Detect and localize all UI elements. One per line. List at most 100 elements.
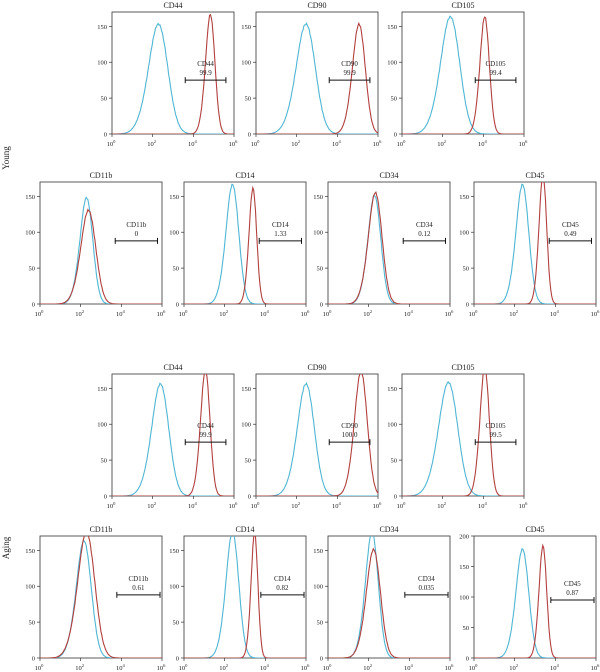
y-tick-label: 150 [459, 194, 469, 201]
x-tick-label: 106 [301, 309, 311, 318]
plot-frame [327, 535, 451, 659]
histogram-stained [474, 182, 596, 304]
y-tick-label: 100 [97, 60, 107, 67]
y-tick-label: 50 [101, 96, 108, 103]
x-tick-label: 104 [188, 139, 198, 148]
x-tick-label: 100 [179, 663, 189, 672]
plot-frame [183, 535, 307, 659]
histogram-control [112, 22, 234, 134]
y-tick-label: 0 [394, 494, 397, 501]
y-tick-label: 50 [101, 458, 108, 465]
x-tick-label: 104 [404, 309, 414, 318]
x-tick-label: 102 [509, 663, 518, 672]
x-tick-label: 102 [75, 309, 84, 318]
x-tick-label: 102 [291, 139, 300, 148]
x-tick-label: 106 [301, 663, 311, 672]
y-tick-label: 50 [173, 620, 180, 627]
gate-label: CD34 [418, 575, 435, 583]
gate-value: 0.49 [564, 230, 577, 238]
y-tick-label: 50 [463, 266, 470, 273]
x-tick-label: 100 [35, 663, 45, 672]
histogram-stained [256, 374, 378, 496]
gate-label: CD90 [341, 60, 358, 68]
panel-title: CD105 [451, 363, 474, 372]
plot-frame [183, 181, 307, 305]
x-tick-label: 106 [229, 501, 239, 510]
y-tick-label: 50 [463, 625, 470, 632]
y-tick-label: 100 [313, 230, 323, 237]
histogram-stained [328, 191, 450, 304]
x-tick-label: 104 [404, 663, 414, 672]
gate-label: CD44 [197, 60, 214, 68]
x-tick-label: 102 [291, 501, 300, 510]
plot-frame [327, 181, 451, 305]
y-tick-label: 0 [32, 302, 35, 309]
histogram-control [402, 380, 524, 496]
x-tick-label: 106 [157, 663, 167, 672]
gate-label: CD11b [128, 575, 148, 583]
x-tick-label: 104 [188, 501, 198, 510]
x-tick-label: 102 [147, 139, 156, 148]
y-tick-label: 0 [248, 132, 251, 139]
y-tick-label: 200 [459, 534, 469, 541]
x-tick-label: 104 [332, 501, 342, 510]
plot-frame [255, 11, 379, 135]
y-tick-label: 100 [387, 422, 397, 429]
gate-value: 0.035 [419, 584, 435, 592]
histogram-control [256, 22, 378, 134]
y-tick-label: 50 [245, 458, 252, 465]
gate-label: CD105 [485, 422, 506, 430]
x-tick-label: 102 [147, 501, 156, 510]
x-tick-label: 100 [397, 139, 407, 148]
gate-label: CD34 [416, 221, 433, 229]
gate-value: 100.0 [342, 431, 358, 439]
histogram-control [40, 538, 162, 658]
y-tick-label: 150 [313, 194, 323, 201]
x-tick-label: 100 [35, 309, 45, 318]
gate-value: 0.61 [132, 584, 145, 592]
x-tick-label: 100 [469, 309, 479, 318]
y-tick-label: 0 [32, 656, 35, 663]
y-tick-label: 100 [169, 584, 179, 591]
y-tick-label: 0 [248, 494, 251, 501]
y-tick-label: 100 [25, 230, 35, 237]
y-tick-label: 150 [97, 24, 107, 31]
y-tick-label: 0 [394, 132, 397, 139]
gate-label: CD11b [126, 221, 146, 229]
histogram-control [40, 196, 162, 304]
x-tick-label: 102 [219, 663, 228, 672]
y-tick-label: 150 [459, 564, 469, 571]
y-tick-label: 0 [104, 494, 107, 501]
panel-title: CD11b [90, 171, 113, 180]
gate-label: CD45 [562, 221, 579, 229]
x-tick-label: 104 [478, 139, 488, 148]
x-tick-label: 100 [469, 663, 479, 672]
y-tick-label: 0 [176, 656, 179, 663]
y-tick-label: 50 [317, 266, 324, 273]
y-tick-label: 0 [104, 132, 107, 139]
x-tick-label: 100 [107, 501, 117, 510]
plot-frame [111, 373, 235, 497]
x-tick-label: 102 [75, 663, 84, 672]
x-tick-label: 106 [373, 501, 383, 510]
panel-title: CD44 [163, 363, 182, 372]
y-tick-label: 150 [25, 194, 35, 201]
x-tick-label: 100 [323, 309, 333, 318]
y-tick-label: 150 [313, 548, 323, 555]
y-tick-label: 0 [320, 656, 323, 663]
plot-frame [39, 535, 163, 659]
x-tick-label: 106 [519, 139, 529, 148]
x-tick-label: 102 [437, 501, 446, 510]
histogram-stained [112, 374, 234, 496]
y-tick-label: 150 [241, 386, 251, 393]
x-tick-label: 100 [251, 139, 261, 148]
panel-title: CD45 [525, 171, 544, 180]
y-tick-label: 100 [387, 60, 397, 67]
y-tick-label: 100 [459, 230, 469, 237]
